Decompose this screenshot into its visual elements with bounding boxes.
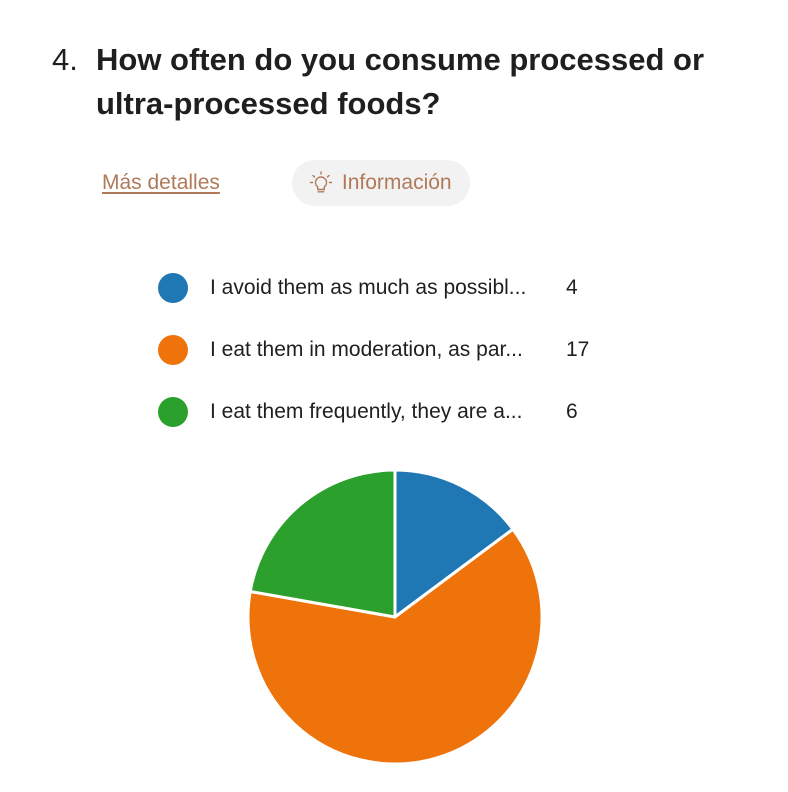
legend-item: I eat them frequently, they are a... 6 xyxy=(158,394,589,430)
pie-slice-1[interactable] xyxy=(246,527,544,766)
question-actions: Más detalles Información xyxy=(102,160,470,206)
legend-swatch-1 xyxy=(158,335,188,365)
legend-item: I avoid them as much as possibl... 4 xyxy=(158,270,589,306)
info-label: Información xyxy=(341,171,452,194)
legend-label: I avoid them as much as possibl... xyxy=(210,276,527,299)
legend-swatch-2 xyxy=(158,397,188,427)
legend-item: I eat them in moderation, as par... 17 xyxy=(158,332,589,368)
lightbulb-icon xyxy=(309,171,333,193)
more-details-link[interactable]: Más detalles xyxy=(102,171,220,194)
legend-count: 4 xyxy=(566,276,578,299)
legend-count: 6 xyxy=(566,400,578,423)
pie-chart xyxy=(246,468,544,766)
legend-swatch-0 xyxy=(158,273,188,303)
info-button[interactable]: Información xyxy=(291,160,470,206)
pie-slice-0[interactable] xyxy=(393,468,515,619)
question-number: 4. xyxy=(52,42,78,77)
legend-count: 17 xyxy=(566,338,590,361)
pie-slice-2[interactable] xyxy=(248,468,397,619)
question-title: How often do you consume processed or ul… xyxy=(96,42,705,121)
question-header: 4. How often do you consume processed or… xyxy=(52,38,772,126)
chart-legend: I avoid them as much as possibl... 4 I e… xyxy=(158,270,589,456)
legend-label: I eat them frequently, they are a... xyxy=(210,400,523,423)
legend-label: I eat them in moderation, as par... xyxy=(210,338,523,361)
